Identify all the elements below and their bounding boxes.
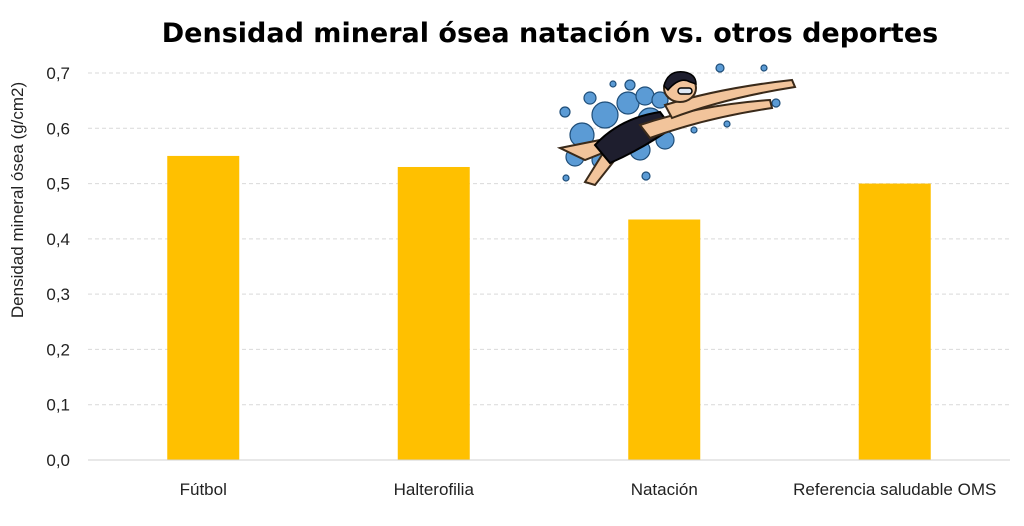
bar-4 bbox=[858, 183, 931, 461]
x-axis-categories: Fútbol Halterofilia Natación Referencia sal… bbox=[180, 480, 997, 499]
x-category-label: Referencia saludable OMS bbox=[793, 480, 996, 499]
y-tick-label: 0,7 bbox=[46, 64, 70, 83]
y-tick-label: 0,4 bbox=[46, 230, 70, 249]
x-category-label: Natación bbox=[631, 480, 698, 499]
bar-1 bbox=[167, 155, 240, 460]
bars bbox=[167, 155, 931, 461]
y-axis-label: Densidad mineral ósea (g/cm2) bbox=[8, 82, 27, 318]
y-tick-label: 0,6 bbox=[46, 119, 70, 138]
y-tick-label: 0,1 bbox=[46, 396, 70, 415]
y-tick-label: 0,2 bbox=[46, 340, 70, 359]
x-category-label: Halterofilia bbox=[394, 480, 475, 499]
x-category-label: Fútbol bbox=[180, 480, 227, 499]
y-tick-label: 0,5 bbox=[46, 175, 70, 194]
y-tick-label: 0,0 bbox=[46, 451, 70, 470]
y-tick-label: 0,3 bbox=[46, 285, 70, 304]
swimmer-illustration bbox=[556, 63, 797, 187]
y-axis-ticks: 0,0 0,1 0,2 0,3 0,4 0,5 0,6 0,7 bbox=[46, 64, 70, 470]
chart-title: Densidad mineral ósea natación vs. otros… bbox=[162, 18, 938, 49]
bar-3 bbox=[628, 219, 701, 460]
bar-2 bbox=[397, 166, 470, 460]
